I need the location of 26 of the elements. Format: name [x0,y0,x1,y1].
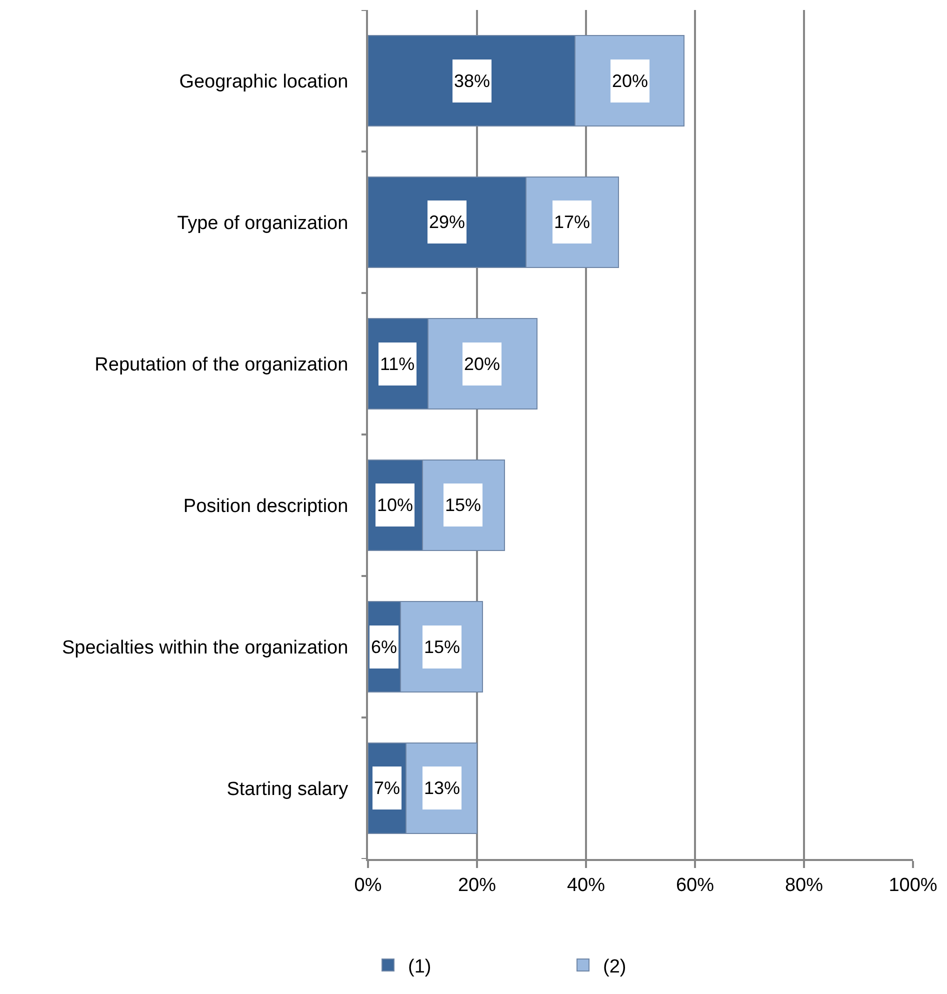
y-tick-label: Starting salary [226,778,349,800]
data-label: 17% [554,212,590,232]
x-tick-label: 40% [566,874,606,896]
data-label: 6% [371,637,398,657]
y-tick-label: Geographic location [179,71,348,92]
y-tick-label: Position description [183,496,348,517]
data-label: 10% [377,495,414,515]
data-label: 13% [424,778,460,798]
data-label: 7% [374,778,400,798]
data-label: 15% [424,637,460,657]
data-label: 38% [454,71,490,91]
x-tick-label: 20% [458,874,496,896]
y-tick-label: Specialties within the organization [62,637,348,658]
x-tick-label: 80% [784,874,824,896]
data-label: 20% [612,71,648,91]
y-tick-label: Type of organization [177,212,348,234]
legend-label: (1) [408,956,432,978]
data-label: 20% [464,354,500,374]
data-label: 15% [445,495,482,515]
x-tick-label: 60% [676,874,714,896]
x-tick-label: 100% [888,874,938,896]
y-tick-label: Reputation of the organization [94,354,348,376]
data-label: 11% [380,354,415,374]
legend-label: (2) [603,956,626,978]
x-tick-label: 0% [354,874,382,896]
data-label: 29% [429,212,466,232]
